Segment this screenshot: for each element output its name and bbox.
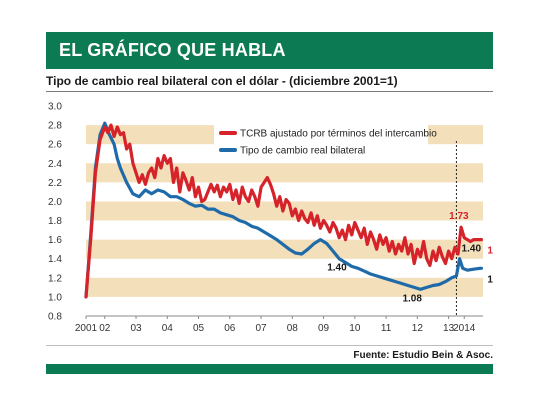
y-tick-label: 2.6 — [48, 140, 62, 151]
x-tick-label: 10 — [349, 323, 361, 334]
data-label: 1.30 — [487, 274, 493, 285]
y-tick-label: 1.2 — [48, 273, 62, 284]
y-tick-label: 1.0 — [48, 292, 62, 303]
x-tick-label: 03 — [130, 323, 142, 334]
x-tick-label: 2001 — [75, 323, 98, 334]
x-tick-label: 02 — [99, 323, 111, 334]
footer-bar — [46, 364, 493, 374]
y-tick-label: 3.0 — [48, 102, 62, 113]
series-line-0 — [84, 123, 483, 299]
line-chart: 0.8 1.0 1.2 1.4 1.6 1.8 2.0 2.2 2.4 2.6 2.8 3.0 200… — [48, 102, 493, 335]
y-axis: 0.8 1.0 1.2 1.4 1.6 1.8 2.0 2.2 2.4 2.6 2.8 3.0 — [48, 102, 62, 323]
chart-title: Tipo de cambio real bilateral con el dól… — [46, 74, 398, 88]
y-tick-label: 2.4 — [48, 159, 62, 170]
series-lines — [84, 121, 483, 299]
x-tick-label: 11 — [381, 323, 392, 334]
y-tick-label: 2.2 — [48, 178, 62, 189]
data-label: 1.73 — [449, 211, 469, 222]
grid-band — [86, 277, 483, 297]
y-tick-label: 1.6 — [48, 235, 62, 246]
y-tick-label: 0.8 — [48, 312, 62, 323]
y-tick-label: 1.4 — [48, 254, 62, 265]
data-label: 1.08 — [402, 293, 422, 304]
series-line-1 — [84, 121, 483, 299]
data-label: 1.40 — [462, 244, 482, 255]
x-tick-label: 13 — [443, 323, 455, 334]
x-tick-label: 08 — [287, 323, 299, 334]
annotations: 1.73 1.60 1.40 1.30 1.40 1.08 — [327, 211, 493, 304]
title-divider — [46, 91, 493, 92]
x-tick-label: 05 — [193, 323, 205, 334]
x-tick-label: 04 — [162, 323, 174, 334]
legend-label: TCRB ajustado por términos del intercamb… — [240, 129, 437, 140]
y-tick-label: 2.0 — [48, 197, 62, 208]
x-tick-label: 07 — [255, 323, 267, 334]
data-label: 1.40 — [327, 263, 347, 274]
data-label: 1.60 — [487, 246, 493, 257]
x-tick-label: 06 — [224, 323, 236, 334]
y-tick-label: 1.8 — [48, 216, 62, 227]
footer-divider — [46, 345, 493, 346]
x-tick-label: 12 — [412, 323, 424, 334]
legend: TCRB ajustado por términos del intercamb… — [214, 122, 437, 162]
legend-label: Tipo de cambio real bilateral — [240, 146, 365, 157]
y-tick-label: 2.8 — [48, 121, 62, 132]
chart-banner: EL GRÁFICO QUE HABLA — [46, 32, 493, 69]
x-tick-label: 09 — [318, 323, 330, 334]
legend-box — [214, 122, 428, 162]
x-tick-label: 2014 — [453, 323, 476, 334]
banner-title: EL GRÁFICO QUE HABLA — [59, 40, 286, 60]
source-note: Fuente: Estudio Bein & Asoc. — [353, 350, 493, 361]
